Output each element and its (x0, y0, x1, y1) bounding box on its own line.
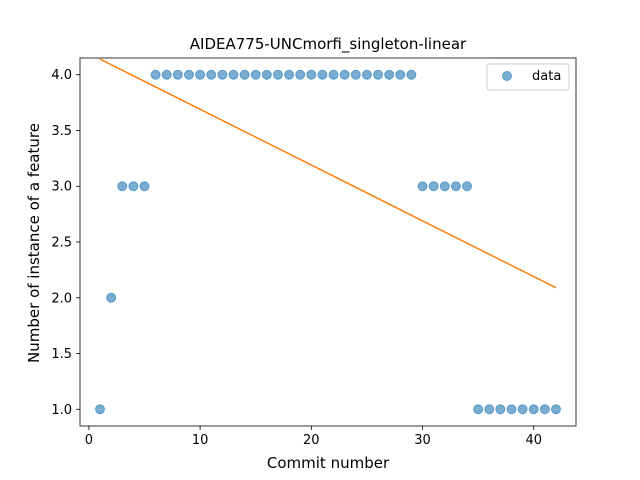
data-point (528, 404, 539, 415)
data-point (350, 69, 361, 80)
data-point (517, 404, 528, 415)
y-tick-label: 3.0 (51, 180, 72, 195)
data-point (473, 404, 484, 415)
y-tick-label: 1.0 (51, 403, 72, 418)
data-point (161, 69, 172, 80)
plot-area: 0 10 20 30 40 1.0 1.5 2.0 2.5 3.0 3.5 4.0 (51, 57, 577, 448)
x-tick-label: 0 (85, 433, 93, 448)
data-point (495, 404, 506, 415)
data-point (539, 404, 550, 415)
data-point (139, 181, 150, 192)
y-tick-label: 1.5 (51, 347, 72, 362)
data-point (172, 69, 183, 80)
data-point (406, 69, 417, 80)
chart-title: AIDEA775-UNCmorfi_singleton-linear (190, 35, 467, 54)
legend-box (486, 63, 570, 91)
data-point (150, 69, 161, 80)
data-point (295, 69, 306, 80)
y-tick-label: 3.5 (51, 124, 72, 139)
x-tick-label: 20 (303, 433, 320, 448)
y-tick-label: 2.5 (51, 236, 72, 251)
data-point (484, 404, 495, 415)
data-point (317, 69, 328, 80)
y-tick-label: 4.0 (51, 68, 72, 83)
data-point (550, 404, 561, 415)
data-point (462, 181, 473, 192)
data-point (417, 181, 428, 192)
data-point (195, 69, 206, 80)
data-point (128, 181, 139, 192)
data-point (106, 292, 117, 303)
data-point (439, 181, 450, 192)
data-point (117, 181, 128, 192)
data-point (95, 404, 106, 415)
data-point (361, 69, 372, 80)
data-point (506, 404, 517, 415)
x-axis-title: Commit number (267, 454, 390, 472)
data-point (328, 69, 339, 80)
y-tick-label: 2.0 (51, 291, 72, 306)
x-tick-label: 10 (192, 433, 209, 448)
data-point (272, 69, 283, 80)
x-tick-label: 30 (414, 433, 431, 448)
data-point (228, 69, 239, 80)
legend-marker-data (502, 71, 512, 81)
y-axis-title: Number of instance of a feature (25, 123, 43, 363)
data-point (450, 181, 461, 192)
data-point (261, 69, 272, 80)
data-point (339, 69, 350, 80)
fit-line (99, 58, 557, 289)
data-point (284, 69, 295, 80)
data-point (217, 69, 228, 80)
data-point (239, 69, 250, 80)
legend: data (486, 63, 570, 91)
data-point (206, 69, 217, 80)
x-tick-label: 40 (525, 433, 542, 448)
data-point (373, 69, 384, 80)
axes-frame (79, 57, 577, 427)
data-point (428, 181, 439, 192)
data-point (183, 69, 194, 80)
data-point (306, 69, 317, 80)
legend-label-data: data (532, 69, 561, 84)
data-point (384, 69, 395, 80)
data-point (395, 69, 406, 80)
data-point (250, 69, 261, 80)
